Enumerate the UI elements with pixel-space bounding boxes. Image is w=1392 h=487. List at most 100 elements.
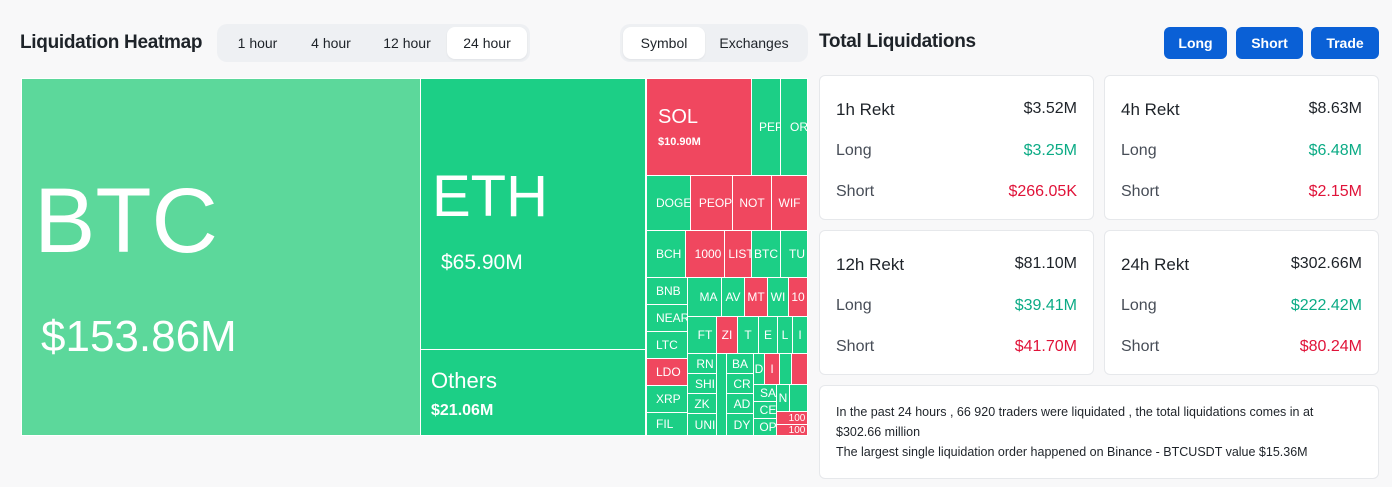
card-total: $3.52M	[1023, 100, 1077, 117]
tile-zi[interactable]: ZI	[716, 316, 738, 354]
tile-op[interactable]: OP	[753, 418, 777, 436]
tile-xrp[interactable]: XRP	[646, 385, 688, 413]
tile-dy[interactable]: DY	[726, 413, 754, 436]
tile-i[interactable]: I	[764, 353, 780, 385]
tile-av[interactable]: AV	[721, 277, 745, 317]
short-value: $80.24M	[1299, 338, 1362, 355]
tile-sol-symbol: SOL	[658, 106, 699, 128]
tile-others[interactable]: Others $21.06M	[420, 349, 646, 436]
tab-4-hour[interactable]: 4 hour	[311, 35, 351, 51]
tile-pep[interactable]: PEP	[751, 78, 781, 176]
long-label: Long	[836, 297, 872, 314]
card-title: 1h Rekt	[836, 100, 895, 119]
long-value: $6.48M	[1308, 142, 1362, 159]
summary-line-2: $302.66 million	[836, 425, 921, 439]
card-total: $81.10M	[1014, 255, 1077, 272]
short-label: Short	[1121, 338, 1160, 355]
tile-uni[interactable]: UNI	[687, 413, 717, 436]
short-value: $41.70M	[1014, 338, 1077, 355]
tile-e[interactable]: E	[758, 316, 778, 354]
tile-btc-symbol: BTC	[34, 170, 218, 272]
tile-list[interactable]: LIST	[724, 230, 752, 278]
summary-line-3: The largest single liquidation order hap…	[836, 445, 1308, 459]
short-label: Short	[1121, 183, 1160, 200]
tile-eth-value: $65.90M	[441, 251, 523, 274]
long-button[interactable]: Long	[1164, 27, 1227, 59]
tab-symbol[interactable]: Symbol	[623, 27, 705, 59]
tile-wi[interactable]: WI	[767, 277, 789, 317]
tile-tu[interactable]: TU	[780, 230, 808, 278]
tile-not[interactable]: NOT	[732, 175, 772, 231]
tile-sol-value: $10.90M	[658, 136, 701, 148]
tile-mt[interactable]: MT	[744, 277, 768, 317]
short-value: $2.15M	[1308, 183, 1362, 200]
tile-sa[interactable]: SA	[753, 384, 777, 402]
card-title: 4h Rekt	[1121, 100, 1180, 119]
tile-blank-c[interactable]	[791, 353, 808, 385]
tile-doge[interactable]: DOGE	[646, 175, 691, 231]
long-label: Long	[836, 142, 872, 159]
long-value: $39.41M	[1014, 297, 1077, 314]
liquidation-summary: In the past 24 hours , 66 920 traders we…	[819, 385, 1379, 479]
tile-blank-d[interactable]	[789, 384, 808, 412]
card-title: 24h Rekt	[1121, 255, 1190, 274]
tab-12-hour[interactable]: 12 hour	[383, 35, 431, 51]
tab-exchanges[interactable]: Exchanges	[719, 35, 789, 51]
tile-btc-value: $153.86M	[41, 312, 237, 361]
view-tabs: Symbol Exchanges	[620, 24, 808, 62]
tile-fil[interactable]: FIL	[646, 412, 688, 436]
tile-near[interactable]: NEAR	[646, 304, 688, 332]
tile-others-symbol: Others	[431, 368, 498, 393]
total-liquidations-title: Total Liquidations	[819, 31, 976, 52]
tile-i2[interactable]: I	[792, 316, 808, 354]
card-total: $8.63M	[1308, 100, 1362, 117]
tile-t[interactable]: T	[737, 316, 759, 354]
card-4h-rekt: 4h Rekt $8.63M Long $6.48M Short $2.15M	[1104, 75, 1379, 220]
short-button[interactable]: Short	[1236, 27, 1303, 59]
tile-bnb[interactable]: BNB	[646, 277, 688, 305]
tile-shi[interactable]: SHI	[687, 373, 717, 394]
tile-wif[interactable]: WIF	[771, 175, 808, 231]
tile-cr[interactable]: CR	[726, 373, 754, 394]
tile-1000[interactable]: 1000	[685, 230, 725, 278]
liquidation-heatmap: BTC $153.86M ETH $65.90M Others $21.06M …	[21, 78, 808, 436]
tile-ma[interactable]: MA	[687, 277, 722, 317]
tile-l[interactable]: L	[777, 316, 793, 354]
short-value: $266.05K	[1008, 183, 1077, 200]
long-label: Long	[1121, 142, 1157, 159]
card-title: 12h Rekt	[836, 255, 905, 274]
tile-ft[interactable]: FT	[687, 316, 717, 354]
tile-rn[interactable]: RN	[687, 353, 717, 374]
tile-others-value: $21.06M	[431, 402, 494, 419]
short-label: Short	[836, 183, 875, 200]
tile-ltc[interactable]: LTC	[646, 331, 688, 359]
tile-btc[interactable]: BTC $153.86M	[21, 78, 421, 436]
tile-100-a[interactable]: 100	[776, 411, 808, 425]
card-total: $302.66M	[1290, 255, 1362, 272]
tile-ce[interactable]: CE	[753, 401, 777, 419]
tab-24-hour[interactable]: 24 hour	[447, 27, 527, 59]
summary-line-1: In the past 24 hours , 66 920 traders we…	[836, 405, 1314, 419]
long-value: $3.25M	[1023, 142, 1077, 159]
tile-bch[interactable]: BCH	[646, 230, 686, 278]
tile-zk[interactable]: ZK	[687, 393, 717, 414]
tile-eth[interactable]: ETH $65.90M	[420, 78, 646, 350]
time-range-tabs: 1 hour 4 hour 12 hour 24 hour	[217, 24, 530, 62]
tile-sol[interactable]: SOL $10.90M	[646, 78, 752, 176]
tile-peop[interactable]: PEOP	[690, 175, 733, 231]
tab-1-hour[interactable]: 1 hour	[237, 35, 278, 51]
tile-10[interactable]: 10	[788, 277, 808, 317]
tile-ad[interactable]: AD	[726, 393, 754, 414]
tile-blank-a[interactable]	[716, 353, 727, 436]
tile-or[interactable]: OR	[780, 78, 808, 176]
long-value: $222.42M	[1290, 297, 1362, 314]
trade-button[interactable]: Trade	[1311, 27, 1379, 59]
tile-ba[interactable]: BA	[726, 353, 754, 374]
tile-100-b[interactable]: 100	[776, 424, 808, 436]
tile-ldo[interactable]: LDO	[646, 358, 688, 386]
short-label: Short	[836, 338, 875, 355]
tile-n[interactable]: N	[776, 384, 790, 412]
tile-eth-symbol: ETH	[432, 164, 548, 229]
card-24h-rekt: 24h Rekt $302.66M Long $222.42M Short $8…	[1104, 230, 1379, 375]
tile-btc-small[interactable]: BTC	[751, 230, 781, 278]
